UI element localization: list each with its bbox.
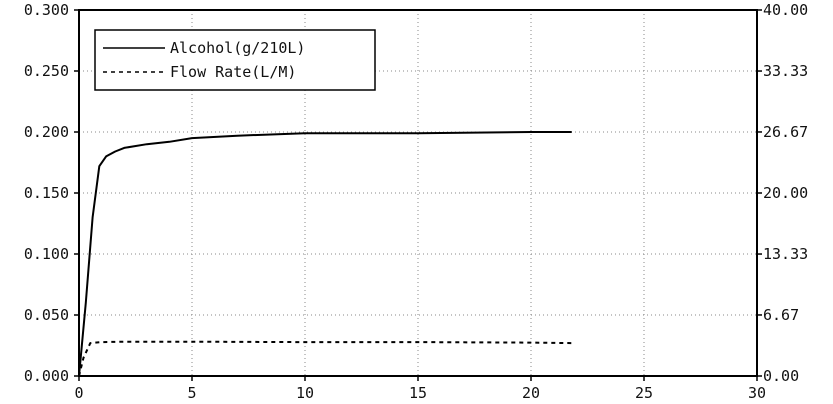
y-right-tick-label: 40.00 <box>763 1 808 19</box>
y-right-tick-label: 20.00 <box>763 184 808 202</box>
y-right-tick-label: 26.67 <box>763 123 808 141</box>
y-left-tick-label: 0.300 <box>24 1 69 19</box>
legend-label-flow-rate: Flow Rate(L/M) <box>170 63 296 81</box>
y-left-tick-label: 0.150 <box>24 184 69 202</box>
y-right-tick-label: 13.33 <box>763 245 808 263</box>
series-group <box>79 132 572 376</box>
y-left-tick-label: 0.000 <box>24 367 69 385</box>
left-axis-ticks: 0.000 0.050 0.100 0.150 0.200 0.250 0.300 <box>24 1 79 385</box>
series-line-flow-rate <box>79 342 572 376</box>
y-left-tick-label: 0.250 <box>24 62 69 80</box>
y-right-tick-label: 33.33 <box>763 62 808 80</box>
right-axis-ticks: 0.00 6.67 13.33 20.00 26.67 33.33 40.00 <box>757 1 808 385</box>
legend: Alcohol(g/210L) Flow Rate(L/M) <box>95 30 375 90</box>
x-axis-ticks: 0 5 10 15 20 25 30 <box>74 376 766 402</box>
y-left-tick-label: 0.200 <box>24 123 69 141</box>
x-tick-label: 10 <box>296 384 314 402</box>
x-tick-label: 20 <box>522 384 540 402</box>
y-right-tick-label: 6.67 <box>763 306 799 324</box>
x-tick-label: 15 <box>409 384 427 402</box>
y-right-tick-label: 0.00 <box>763 367 799 385</box>
y-left-tick-label: 0.050 <box>24 306 69 324</box>
x-tick-label: 0 <box>74 384 83 402</box>
x-tick-label: 25 <box>635 384 653 402</box>
x-tick-label: 5 <box>187 384 196 402</box>
legend-label-alcohol: Alcohol(g/210L) <box>170 39 305 57</box>
x-tick-label: 30 <box>748 384 766 402</box>
y-left-tick-label: 0.100 <box>24 245 69 263</box>
series-line-alcohol <box>79 132 572 376</box>
